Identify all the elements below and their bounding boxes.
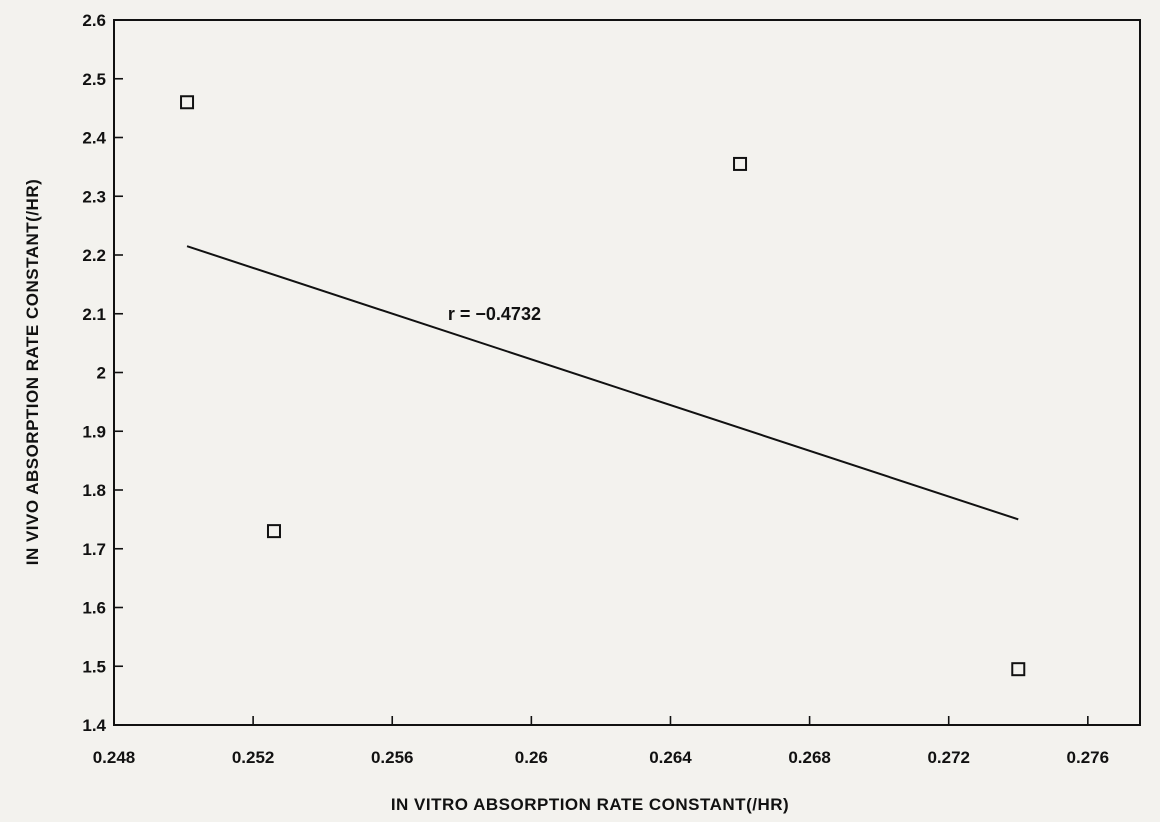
correlation-annotation: r = −0.4732 [448, 304, 541, 324]
x-axis-title: IN VITRO ABSORPTION RATE CONSTANT(/HR) [391, 795, 789, 814]
x-tick-label: 0.256 [371, 748, 414, 767]
y-tick-label: 1.4 [82, 716, 106, 735]
x-axis-ticks: 0.248 0.252 0.256 0.26 0.264 0.268 0.272 0.276 [93, 716, 1109, 767]
annotations: r = −0.4732 [448, 304, 541, 324]
y-axis-title: IN VIVO ABSORPTION RATE CONSTANT(/HR) [23, 179, 42, 566]
y-tick-label: 2 [97, 364, 106, 383]
x-tick-label: 0.264 [649, 748, 692, 767]
y-tick-label: 2.4 [82, 129, 106, 148]
y-tick-label: 1.8 [82, 481, 106, 500]
y-tick-label: 2.3 [82, 187, 106, 206]
y-axis-ticks: 1.4 1.5 1.6 1.7 1.8 1.9 2 2.1 2.2 2.3 2.4 2.5 2.6 [82, 11, 123, 735]
x-tick-label: 0.268 [788, 748, 831, 767]
y-tick-label: 1.5 [82, 657, 106, 676]
data-point-marker [1011, 662, 1026, 677]
x-tick-label: 0.272 [927, 748, 970, 767]
y-tick-label: 2.5 [82, 70, 106, 89]
x-tick-label: 0.248 [93, 748, 136, 767]
y-tick-label: 2.2 [82, 246, 106, 265]
x-tick-label: 0.276 [1067, 748, 1110, 767]
data-point-marker [180, 95, 195, 110]
x-tick-label: 0.26 [515, 748, 548, 767]
y-tick-label: 2.6 [82, 11, 106, 30]
y-tick-label: 1.7 [82, 540, 106, 559]
data-point-marker [266, 524, 281, 539]
y-tick-label: 2.1 [82, 305, 106, 324]
regression-line [186, 245, 1019, 521]
y-tick-label: 1.6 [82, 599, 106, 618]
x-tick-label: 0.252 [232, 748, 275, 767]
data-points [180, 95, 1026, 677]
plot-frame [113, 19, 1141, 726]
y-tick-label: 1.9 [82, 422, 106, 441]
regression-line-group [186, 245, 1019, 521]
data-point-marker [733, 156, 748, 171]
